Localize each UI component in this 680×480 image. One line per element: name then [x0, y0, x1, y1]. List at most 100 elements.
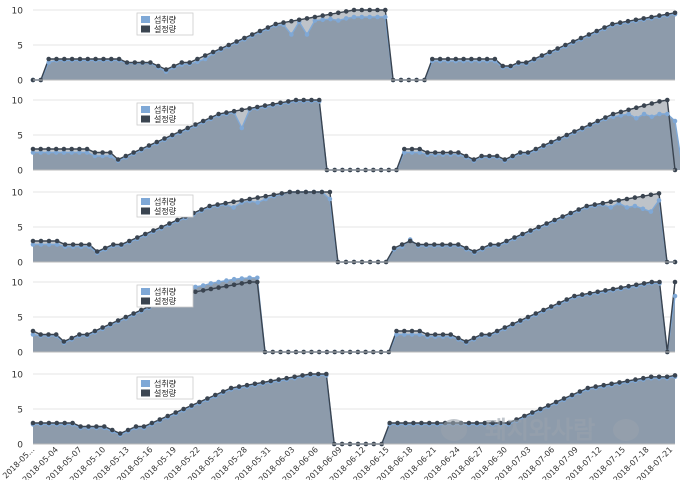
set-point — [391, 245, 397, 251]
set-point — [547, 49, 552, 55]
legend-label-intake: 섭취량 — [154, 287, 177, 297]
set-point — [46, 420, 52, 426]
set-point — [432, 150, 438, 155]
set-point — [131, 311, 136, 316]
intake-point — [61, 150, 67, 155]
set-point — [411, 420, 416, 426]
set-point — [135, 235, 140, 240]
set-point — [516, 60, 521, 65]
set-point — [640, 193, 646, 199]
set-point — [541, 307, 546, 313]
intake-point — [634, 115, 639, 121]
set-point — [417, 328, 423, 334]
set-point — [140, 60, 145, 65]
set-point — [595, 118, 600, 124]
set-point — [415, 242, 421, 247]
set-point — [30, 420, 36, 426]
set-point — [247, 279, 252, 285]
set-point — [569, 392, 575, 398]
set-point — [572, 129, 577, 134]
set-point — [494, 328, 500, 334]
set-point — [38, 146, 43, 152]
intake-point — [92, 153, 98, 159]
set-point — [649, 279, 655, 285]
intake-point — [30, 150, 36, 155]
intake-point — [417, 150, 423, 155]
set-point — [407, 238, 413, 244]
intake-point — [30, 332, 36, 337]
set-point — [548, 304, 554, 309]
set-point — [461, 56, 466, 62]
watermark-text: 돼지와사람 — [485, 416, 595, 444]
legend-swatch-set — [141, 25, 150, 33]
set-point — [175, 217, 180, 223]
set-point — [603, 115, 608, 120]
set-point — [471, 335, 477, 341]
intake-point — [672, 293, 678, 299]
y-tick-label: 0 — [17, 259, 23, 269]
set-point — [139, 146, 144, 152]
intake-area — [33, 375, 675, 444]
set-point — [151, 228, 156, 233]
legend-swatch-intake — [141, 288, 150, 295]
set-point — [432, 332, 438, 337]
set-point — [633, 17, 639, 23]
set-point — [423, 242, 429, 247]
set-point — [100, 150, 105, 155]
intake-point — [216, 279, 221, 285]
intake-point — [53, 150, 59, 155]
set-point — [492, 56, 498, 62]
set-point — [664, 374, 670, 380]
set-point — [236, 384, 242, 389]
set-point — [300, 373, 305, 378]
set-point — [608, 199, 614, 205]
set-point — [92, 328, 98, 334]
set-point — [469, 56, 474, 62]
legend-box — [136, 102, 194, 126]
set-point — [564, 132, 569, 138]
set-point — [556, 300, 562, 306]
set-point — [262, 103, 268, 108]
intake-point — [38, 150, 43, 155]
set-point — [193, 289, 198, 295]
set-point — [563, 42, 568, 48]
set-point — [648, 374, 654, 380]
set-point — [553, 399, 559, 405]
set-point — [464, 245, 469, 251]
set-point — [273, 21, 279, 27]
intake-point — [409, 332, 415, 337]
intake-point — [367, 14, 373, 20]
set-point — [254, 279, 260, 285]
set-point — [480, 245, 485, 251]
set-point — [260, 380, 266, 385]
intake-point — [632, 203, 638, 209]
intake-point — [239, 276, 245, 281]
set-point — [284, 375, 289, 381]
legend-box — [136, 194, 194, 218]
intake-point — [665, 111, 670, 117]
set-point — [30, 146, 36, 152]
set-point — [624, 196, 630, 202]
set-point — [531, 56, 537, 62]
set-point — [387, 420, 393, 426]
set-point — [525, 314, 531, 320]
intake-point — [231, 276, 237, 282]
y-tick-label: 10 — [12, 279, 24, 289]
set-point — [279, 191, 285, 196]
intake-point — [327, 196, 333, 202]
set-point — [54, 238, 60, 244]
set-point — [327, 189, 333, 195]
set-point — [409, 328, 415, 334]
set-point — [53, 146, 59, 152]
set-point — [108, 321, 113, 327]
set-point — [296, 17, 302, 23]
intake-point — [247, 275, 252, 281]
y-tick-label: 5 — [17, 42, 23, 52]
set-point — [249, 32, 255, 37]
intake-point — [336, 18, 341, 23]
set-point — [286, 99, 291, 104]
set-point — [603, 288, 608, 293]
set-point — [165, 413, 170, 419]
